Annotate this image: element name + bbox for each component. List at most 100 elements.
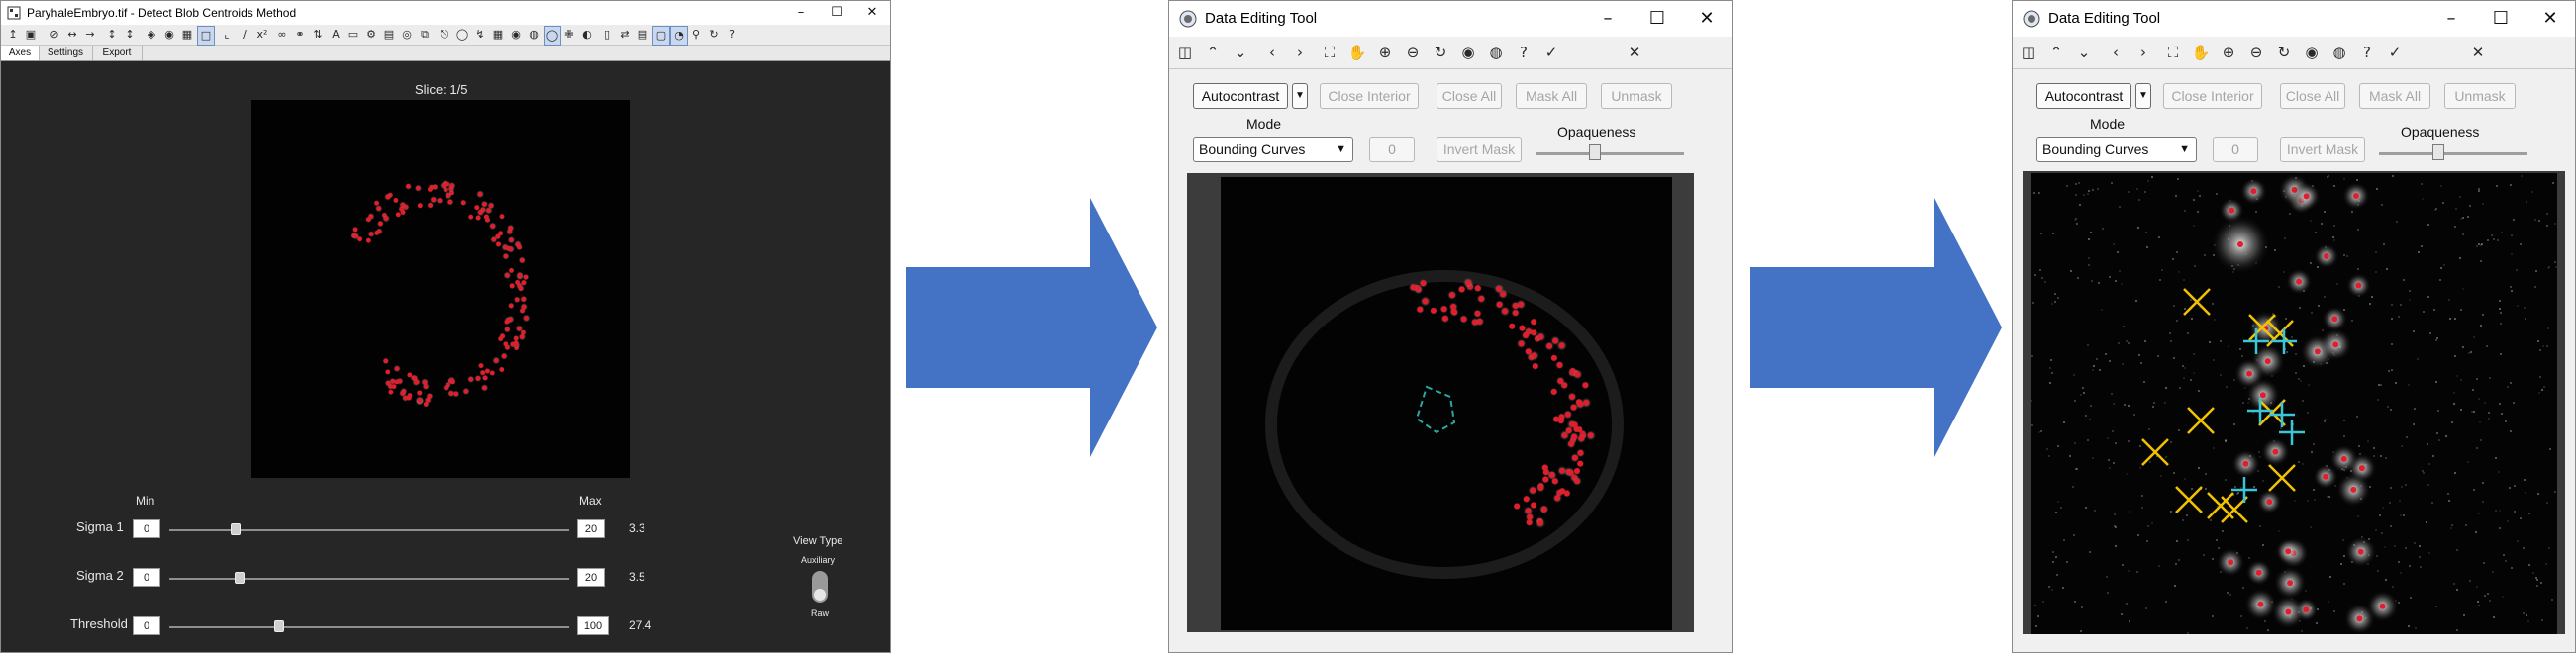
added-centroid-marker[interactable] <box>2247 398 2273 423</box>
help-icon[interactable]: ? <box>729 28 735 41</box>
blob-icon[interactable]: ◯ <box>544 26 561 46</box>
mode-select[interactable]: Bounding Curves ▼ <box>1193 137 1353 162</box>
close-icon[interactable]: ✕ <box>866 5 878 20</box>
threshold-min-input[interactable]: 0 <box>133 616 160 635</box>
panel-icon[interactable]: ▤ <box>637 28 648 41</box>
autocontrast-button[interactable]: Autocontrast <box>1193 83 1288 109</box>
draw-icon[interactable]: ✙ <box>564 28 574 41</box>
sigma2-slider-thumb[interactable] <box>234 572 245 584</box>
minimize-icon[interactable]: – <box>2446 8 2456 29</box>
zoom-out-icon[interactable]: ⊖ <box>2249 44 2263 61</box>
removed-centroid-marker[interactable] <box>2248 314 2276 341</box>
unmask-button[interactable]: Unmask <box>2444 83 2516 109</box>
sigma2-min-input[interactable]: 0 <box>133 568 160 587</box>
threshold-slider-track[interactable] <box>169 626 569 628</box>
mask-all-button[interactable]: Mask All <box>2359 83 2430 109</box>
mask-all-button[interactable]: Mask All <box>1516 83 1587 109</box>
added-centroid-marker[interactable] <box>2269 402 2295 427</box>
autocontrast-dropdown[interactable]: ▼ <box>2135 83 2151 109</box>
chevron-down-icon[interactable]: ⌄ <box>1234 44 1247 61</box>
autocontrast-dropdown[interactable]: ▼ <box>1292 83 1308 109</box>
chevron-down-icon[interactable]: ⌄ <box>2077 44 2091 61</box>
copy-icon[interactable]: ⧉ <box>421 28 429 41</box>
removed-centroid-marker[interactable] <box>2141 438 2169 466</box>
chevron-right-icon[interactable]: › <box>2140 44 2146 61</box>
maximize-icon[interactable]: ☐ <box>831 5 842 20</box>
fit-icon[interactable]: ⛶ <box>1324 44 1336 61</box>
close-icon[interactable]: ✕ <box>2542 8 2558 29</box>
box-icon[interactable]: ▢ <box>652 26 670 46</box>
toggle-knob[interactable] <box>814 589 826 601</box>
mode-select[interactable]: Bounding Curves ▼ <box>2036 137 2197 162</box>
group-icon[interactable]: ◍ <box>2332 44 2346 61</box>
sigma1-slider-track[interactable] <box>169 529 569 531</box>
link-icon[interactable]: ⚭ <box>295 28 305 41</box>
sigma2-max-input[interactable]: 20 <box>577 568 605 587</box>
bounding-curve[interactable] <box>1415 385 1456 434</box>
close-interior-button[interactable]: Close Interior <box>1320 83 1419 109</box>
pan-hand-icon[interactable]: ✋ <box>2191 44 2211 61</box>
minimize-icon[interactable]: – <box>797 5 805 20</box>
added-centroid-marker[interactable] <box>2271 328 2297 354</box>
tab-export[interactable]: Export <box>92 46 143 60</box>
text-icon[interactable]: A <box>332 28 340 41</box>
added-centroid-marker[interactable] <box>2231 477 2257 503</box>
maximize-icon[interactable]: ☐ <box>2492 8 2510 29</box>
removed-centroid-marker[interactable] <box>2268 464 2296 492</box>
view-type-toggle[interactable] <box>812 571 828 603</box>
pin-icon[interactable]: ↥ <box>8 28 18 41</box>
unmask-button[interactable]: Unmask <box>1601 83 1672 109</box>
power-icon[interactable]: x² <box>256 28 268 41</box>
opaqueness-slider-track[interactable] <box>1536 152 1684 155</box>
group-icon[interactable]: ◍ <box>1489 44 1503 61</box>
number-field[interactable]: 0 <box>2213 137 2258 162</box>
target-icon[interactable]: ◎ <box>402 28 412 41</box>
brush-icon[interactable]: ∕ <box>243 28 247 41</box>
opaqueness-slider-track[interactable] <box>2379 152 2527 155</box>
grid-2-icon[interactable]: ▦ <box>492 28 504 41</box>
chevron-left-icon[interactable]: ‹ <box>1269 44 1275 61</box>
tab-settings[interactable]: Settings <box>39 46 93 60</box>
sigma1-min-input[interactable]: 0 <box>133 519 160 538</box>
contrast-icon[interactable]: ◐ <box>582 28 592 41</box>
chevron-up-icon[interactable]: ⌃ <box>1206 44 1220 61</box>
sort-icon[interactable]: ⇅ <box>313 28 323 41</box>
zoom-in-icon[interactable]: ⊕ <box>1378 44 1392 61</box>
invert-mask-button[interactable]: Invert Mask <box>1437 137 1522 162</box>
removed-centroid-marker[interactable] <box>2183 288 2211 316</box>
opaqueness-slider-thumb[interactable] <box>1589 144 1601 160</box>
check-icon[interactable]: ✓ <box>1544 44 1558 61</box>
invert-mask-button[interactable]: Invert Mask <box>2280 137 2365 162</box>
close-interior-button[interactable]: Close Interior <box>2163 83 2262 109</box>
nuclei-closeup-image[interactable] <box>2031 173 2557 634</box>
tools-icon[interactable]: ⚙ <box>366 28 376 41</box>
column-icon[interactable]: ▯ <box>603 28 611 41</box>
zoom-in-icon[interactable]: ⊕ <box>2222 44 2235 61</box>
share-icon[interactable]: ⎋ <box>440 28 449 41</box>
close-tool-icon[interactable]: ✕ <box>2471 44 2485 61</box>
measure-icon[interactable]: ∞ <box>277 28 287 41</box>
number-field[interactable]: 0 <box>1369 137 1415 162</box>
arrows-right-icon[interactable]: → <box>85 28 95 41</box>
added-centroid-marker[interactable] <box>2279 420 2305 445</box>
maximize-icon[interactable]: ☐ <box>1648 8 1666 29</box>
table-icon[interactable]: ▤ <box>383 28 395 41</box>
fit-icon[interactable]: ⛶ <box>2167 44 2179 61</box>
opaqueness-slider-thumb[interactable] <box>2432 144 2444 160</box>
embryo-zoom-image[interactable] <box>1221 177 1672 630</box>
minimize-icon[interactable]: – <box>1603 8 1613 29</box>
close-all-button[interactable]: Close All <box>1437 83 1502 109</box>
open-icon[interactable]: ◫ <box>2021 44 2036 61</box>
rotate-icon[interactable]: ↻ <box>709 28 719 41</box>
histogram-icon[interactable]: ▭ <box>347 28 359 41</box>
grid-icon[interactable]: ▦ <box>181 28 193 41</box>
zoom-icon[interactable]: ⚲ <box>691 28 701 41</box>
rotate-icon[interactable]: ↻ <box>1434 44 1447 61</box>
arrows-vertical-2-icon[interactable]: ↕ <box>125 28 135 41</box>
group-icon[interactable]: ◍ <box>529 28 539 41</box>
tab-axes[interactable]: Axes <box>1 46 40 60</box>
crop-icon[interactable]: ⌞ <box>224 28 230 41</box>
autocontrast-button[interactable]: Autocontrast <box>2036 83 2131 109</box>
zoom-out-icon[interactable]: ⊖ <box>1406 44 1420 61</box>
select-icon[interactable]: □ <box>197 26 215 46</box>
